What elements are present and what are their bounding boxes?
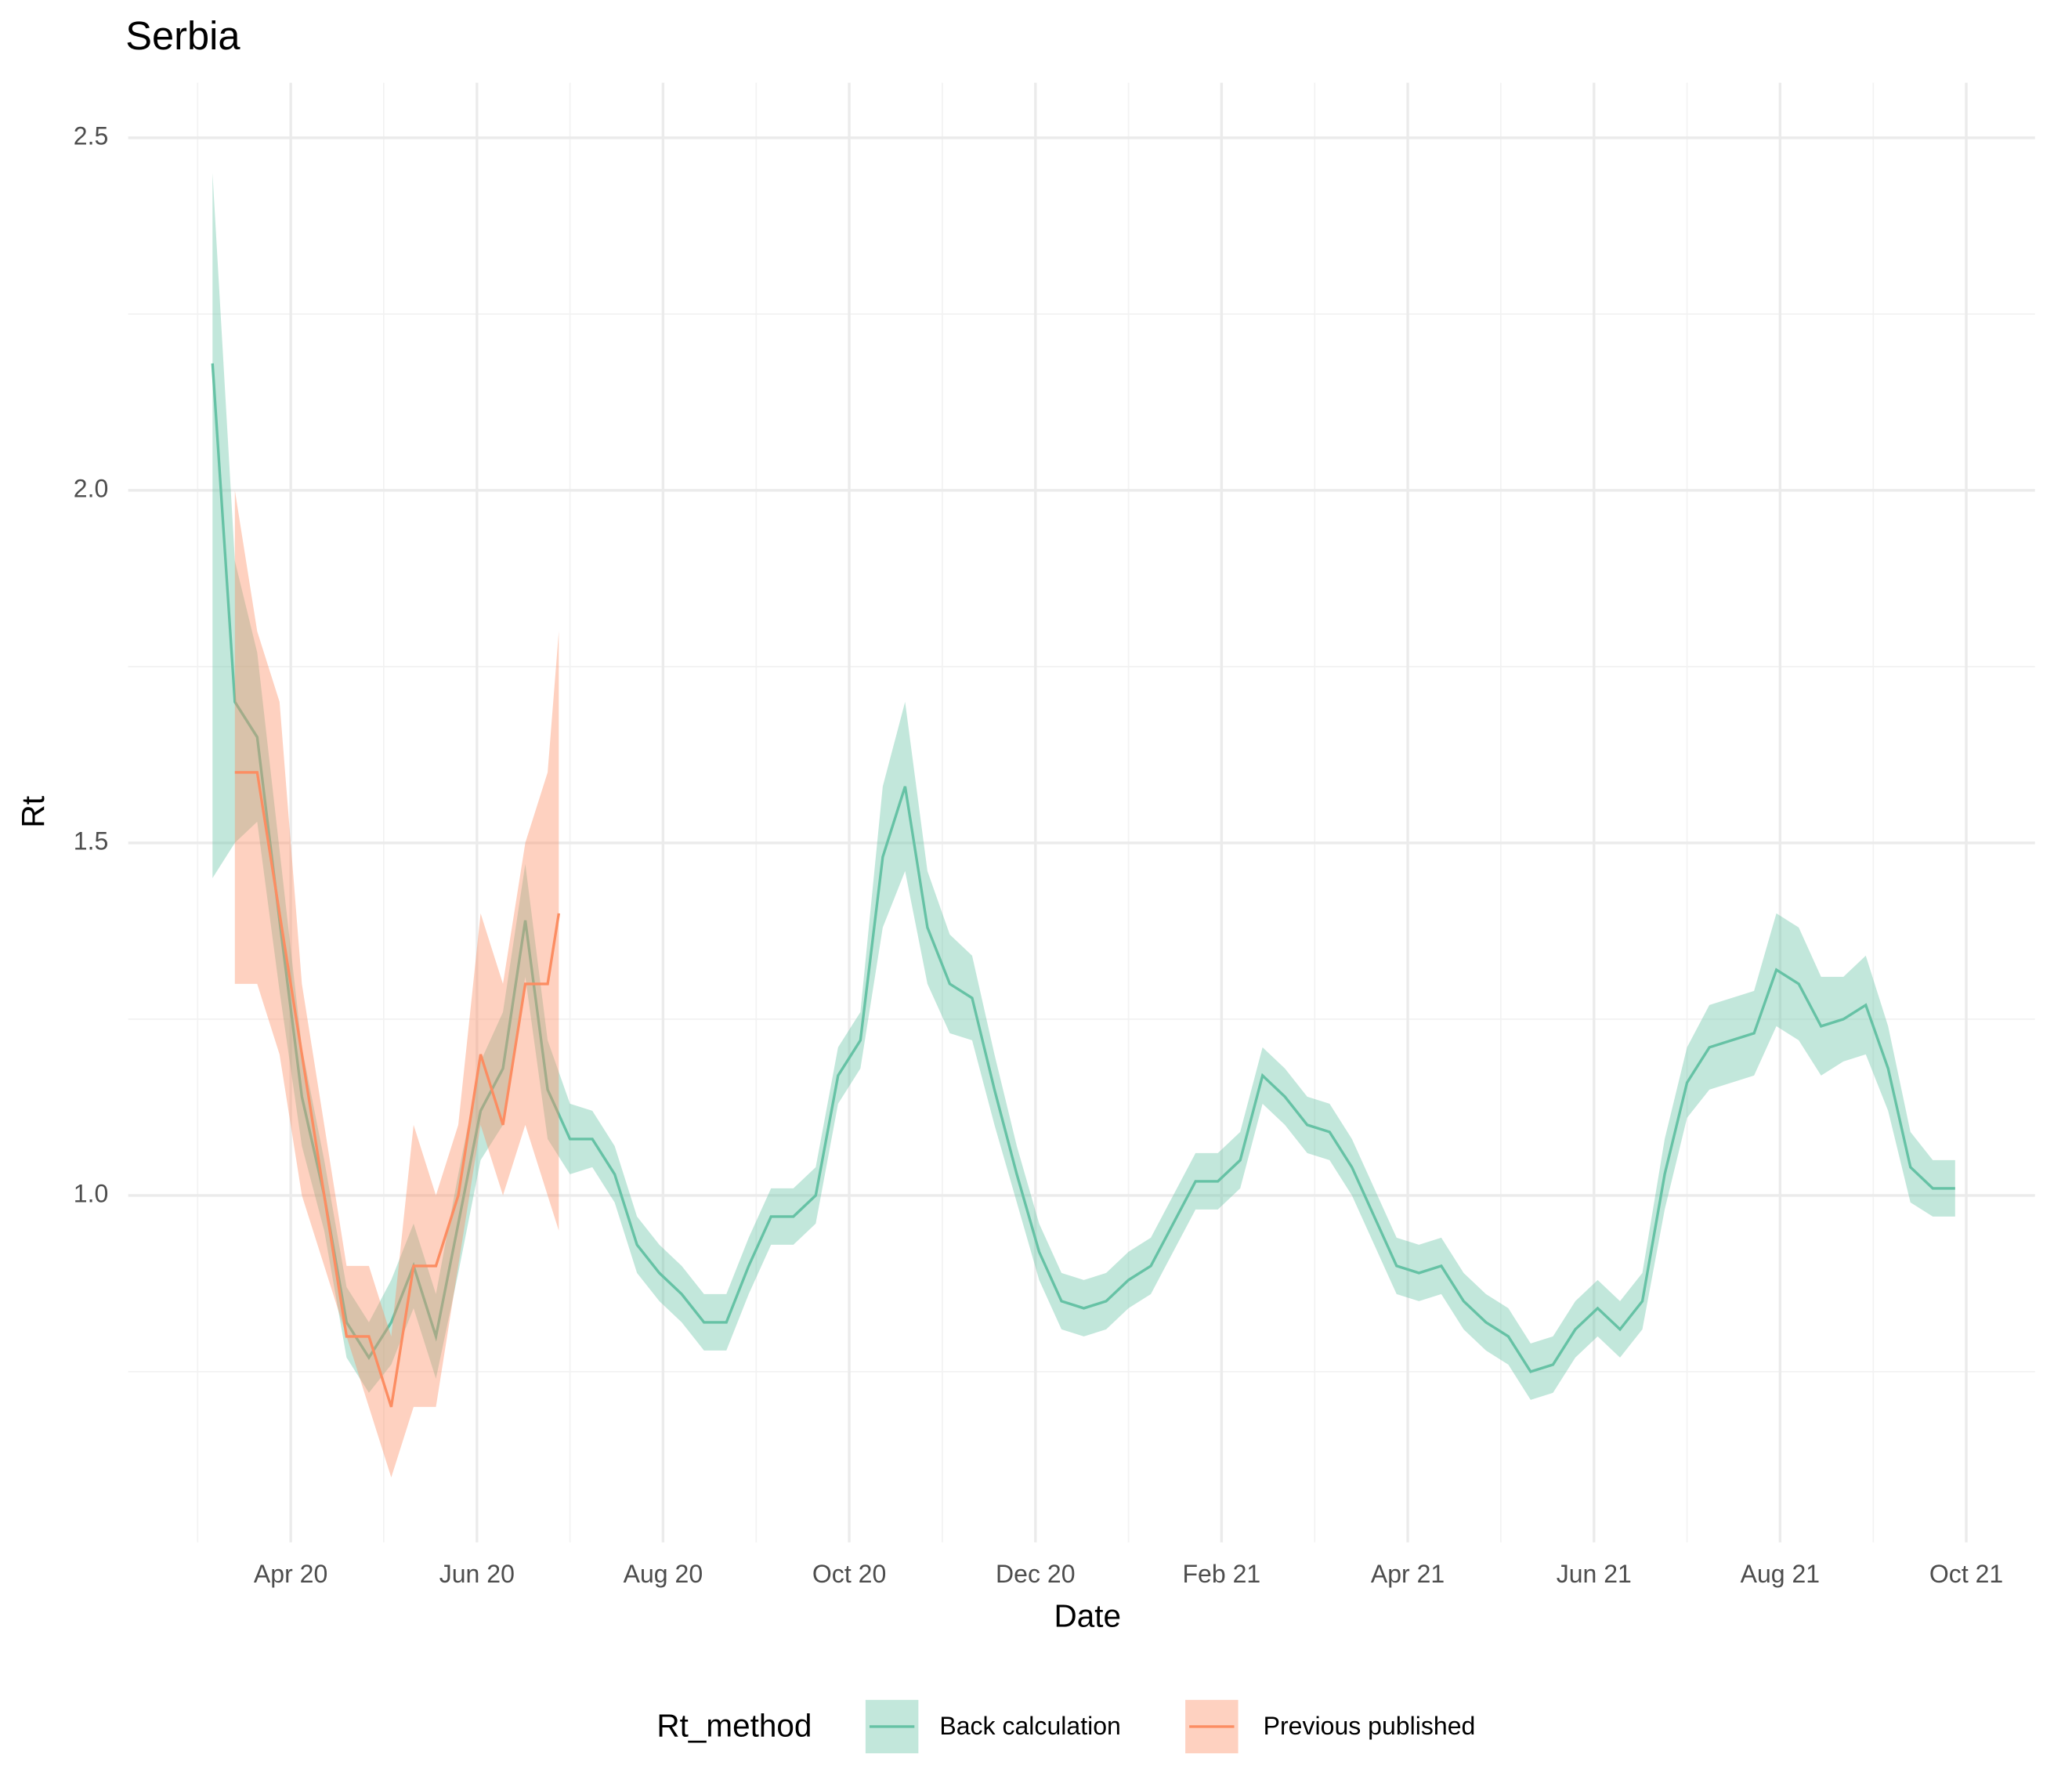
- y-tick-label: 1.5: [74, 827, 109, 855]
- y-tick-label: 2.5: [74, 121, 109, 150]
- legend-title: Rt_method: [656, 1707, 812, 1743]
- x-tick-label: Dec 20: [996, 1560, 1076, 1588]
- legend-label: Back calculation: [939, 1712, 1120, 1740]
- x-tick-label: Jun 20: [439, 1560, 515, 1588]
- x-axis-label: Date: [1054, 1597, 1122, 1633]
- y-tick-label: 1.0: [74, 1179, 109, 1207]
- x-tick-label: Aug 21: [1741, 1560, 1821, 1588]
- line: [234, 771, 561, 1408]
- x-tick-label: Oct 21: [1929, 1560, 2003, 1588]
- y-tick-label: 2.0: [74, 474, 109, 502]
- line: [211, 363, 1955, 1373]
- x-tick-label: Apr 21: [1371, 1560, 1445, 1588]
- ribbon: [212, 172, 1955, 1400]
- x-tick-label: Aug 20: [624, 1560, 703, 1588]
- x-tick-label: Oct 20: [812, 1560, 886, 1588]
- y-axis-label: Rt: [15, 796, 51, 828]
- ribbon: [234, 490, 559, 1478]
- legend-label: Previous published: [1264, 1712, 1476, 1740]
- chart-title: Serbia: [125, 13, 240, 58]
- x-tick-label: Jun 21: [1557, 1560, 1632, 1588]
- x-tick-label: Feb 21: [1183, 1560, 1261, 1588]
- x-tick-label: Apr 20: [254, 1560, 327, 1588]
